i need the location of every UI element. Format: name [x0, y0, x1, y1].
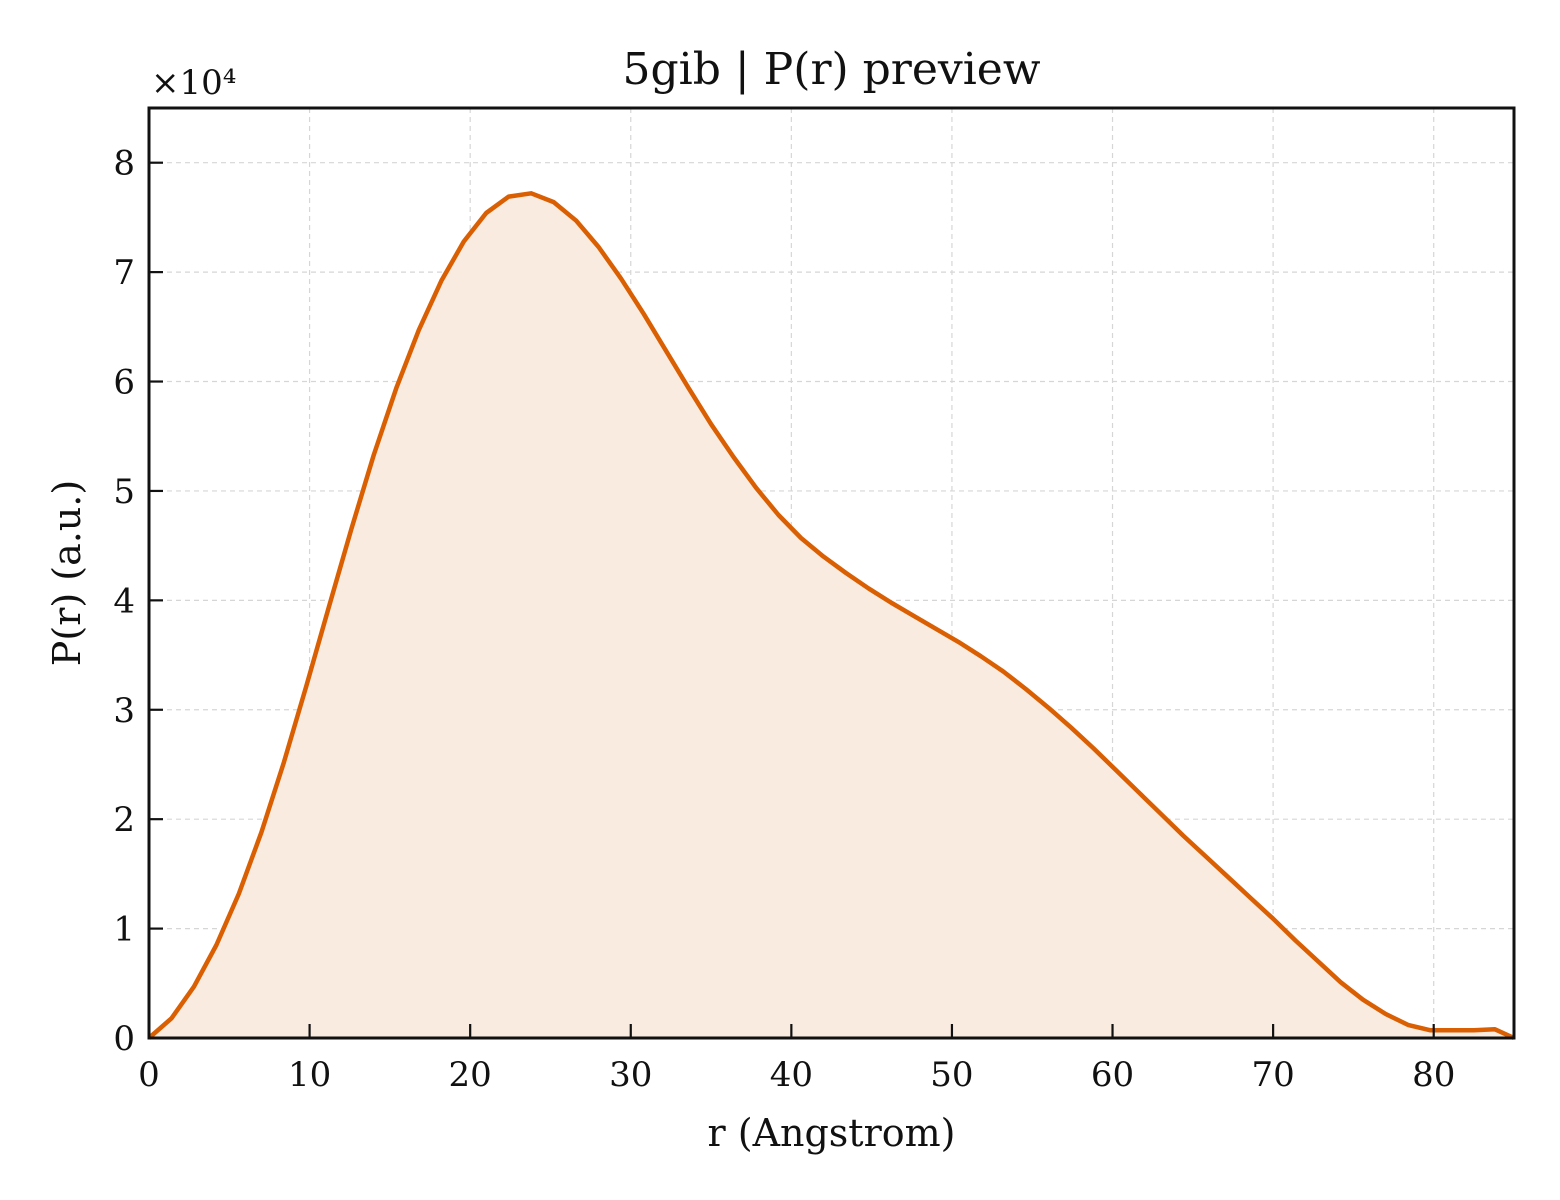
y-tick-label: 4	[113, 581, 135, 621]
y-tick-label: 5	[113, 472, 135, 512]
y-axis-label: P(r) (a.u.)	[45, 480, 89, 666]
y-tick-label: 6	[113, 363, 135, 403]
y-tick-label: 7	[113, 253, 135, 293]
y-tick-label: 1	[113, 910, 135, 950]
x-tick-label: 80	[1412, 1055, 1455, 1095]
x-tick-label: 0	[138, 1055, 160, 1095]
y-tick-label: 8	[113, 144, 135, 184]
x-tick-label: 20	[449, 1055, 492, 1095]
x-tick-label: 60	[1091, 1055, 1134, 1095]
y-tick-label: 2	[113, 800, 135, 840]
x-tick-label: 10	[288, 1055, 331, 1095]
y-tick-label: 0	[113, 1019, 135, 1059]
x-tick-label: 30	[609, 1055, 652, 1095]
x-tick-label: 70	[1251, 1055, 1294, 1095]
pr-series-line	[147, 191, 1515, 1041]
y-multiplier-label: ×10⁴	[151, 63, 236, 103]
y-tick-label: 3	[113, 691, 135, 731]
plot-frame	[147, 106, 1516, 1040]
x-tick-label: 40	[770, 1055, 813, 1095]
axis-ticks: 0 10 20 30 40 50 60 70 80 0 1 2 3 4 5 6 7 8	[113, 144, 1455, 1095]
pr-area-fill	[149, 193, 1514, 1039]
x-axis-label: r (Angstrom)	[708, 1111, 956, 1155]
chart-title: 5gib | P(r) preview	[622, 44, 1040, 95]
x-tick-label: 50	[930, 1055, 973, 1095]
